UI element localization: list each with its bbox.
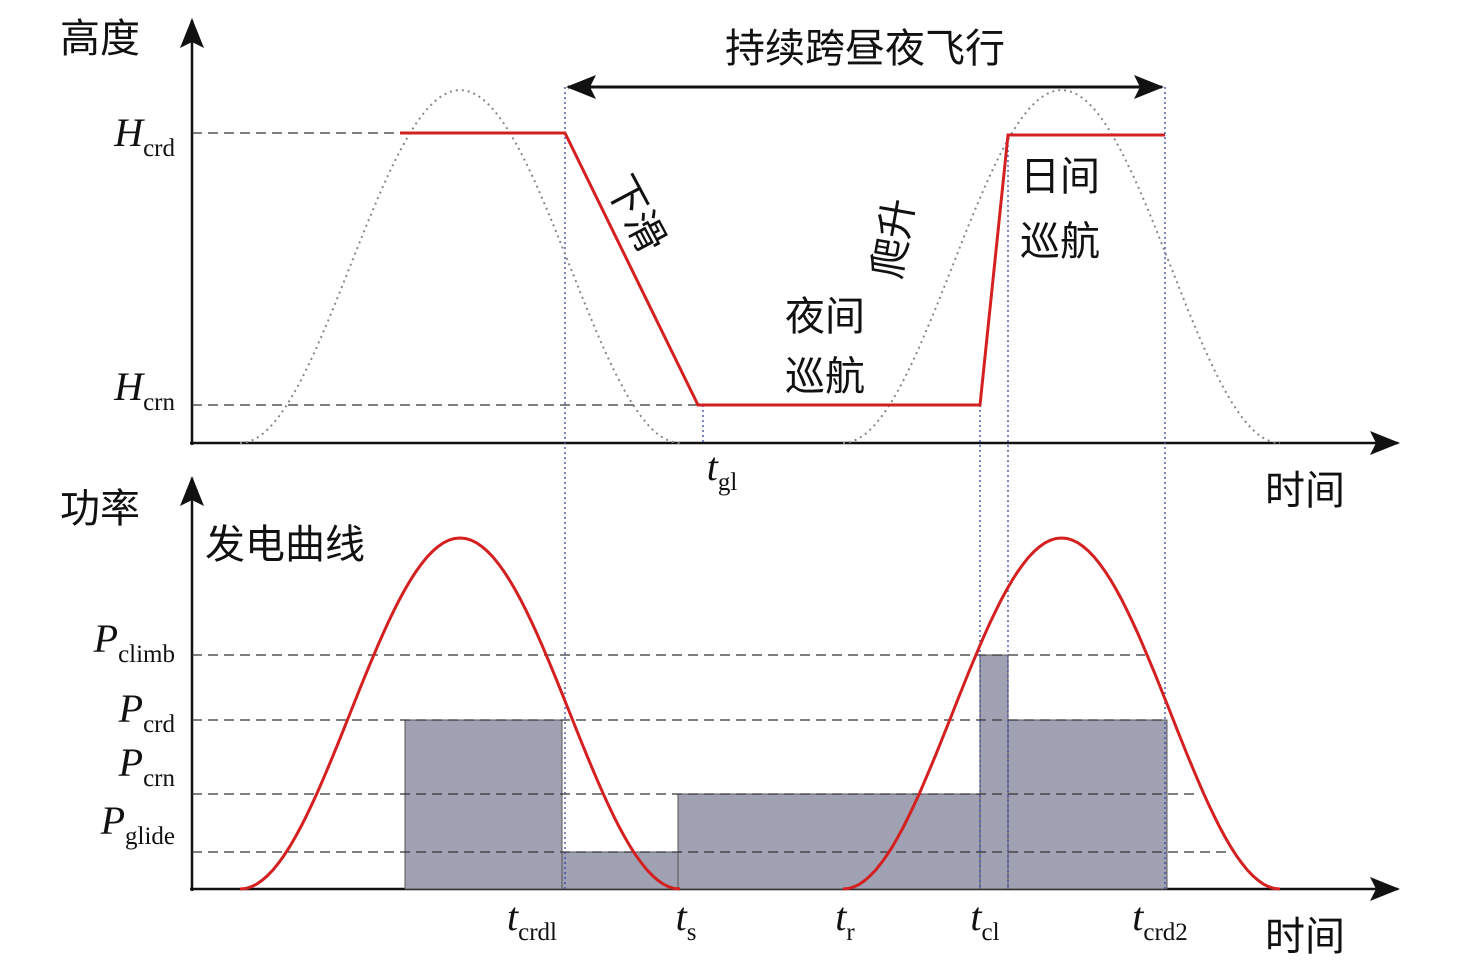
symbol-label: Pcrn (118, 740, 176, 792)
symbol-main: t (835, 894, 847, 939)
symbol-sub: crd (143, 711, 175, 738)
curve (842, 536, 1281, 891)
phase-label: 下滑 (597, 168, 674, 260)
axis-label: 时间 (1265, 914, 1345, 959)
symbol-label: Hcrd (113, 110, 175, 162)
symbol-main: H (113, 110, 145, 155)
symbol-main: H (113, 364, 145, 409)
symbol-label: tgl (707, 444, 738, 496)
power-bar (677, 793, 981, 890)
symbol-main: t (507, 894, 519, 939)
altitude-profile (400, 131, 1165, 407)
power-bar (1007, 719, 1168, 890)
level-line (192, 132, 1230, 853)
phase-label: 夜间 (785, 294, 865, 339)
span-label: 持续跨昼夜飞行 (725, 26, 1005, 71)
power-bar (404, 719, 563, 890)
symbol-sub: crn (143, 389, 175, 416)
curve-label: 发电曲线 (205, 522, 365, 567)
symbol-sub: crdl (518, 919, 557, 946)
symbol-sub: crd (143, 135, 175, 162)
curve (239, 536, 681, 891)
axis-label: 时间 (1265, 468, 1345, 513)
symbol-label: tr (835, 894, 855, 946)
symbol-label: Pclimb (93, 616, 175, 668)
symbol-main: t (707, 444, 719, 489)
symbol-main: P (118, 740, 143, 785)
symbol-label: Hcrn (113, 364, 175, 416)
phase-label: 日间 (1020, 154, 1100, 199)
symbol-main: t (676, 894, 688, 939)
symbol-sub: climb (118, 641, 175, 668)
symbol-label: ts (676, 894, 697, 946)
power-bar (561, 851, 679, 890)
symbol-sub: glide (125, 823, 175, 850)
phase-label: 巡航 (1020, 219, 1100, 264)
symbol-label: Pcrd (118, 686, 176, 738)
power-bar (979, 654, 1009, 890)
symbol-sub: s (687, 919, 697, 946)
symbol-main: t (970, 894, 982, 939)
phase-label: 爬升 (865, 195, 923, 282)
axis-label: 功率 (60, 486, 140, 531)
symbol-sub: cl (982, 919, 1000, 946)
symbol-main: P (100, 798, 125, 843)
symbol-main: P (93, 616, 118, 661)
symbol-main: t (1132, 894, 1144, 939)
symbol-label: tcl (970, 894, 999, 946)
symbol-main: P (118, 686, 143, 731)
symbol-sub: crd2 (1143, 919, 1187, 946)
axis-label: 高度 (60, 16, 140, 61)
symbol-label: Pglide (100, 798, 175, 850)
symbol-sub: gl (718, 469, 738, 496)
curve (239, 88, 681, 444)
symbol-label: tcrd2 (1132, 894, 1188, 946)
symbol-label: tcrdl (507, 894, 557, 946)
curve (842, 88, 1281, 444)
symbol-sub: r (846, 919, 855, 946)
symbol-sub: crn (143, 765, 175, 792)
phase-label: 巡航 (785, 354, 865, 399)
